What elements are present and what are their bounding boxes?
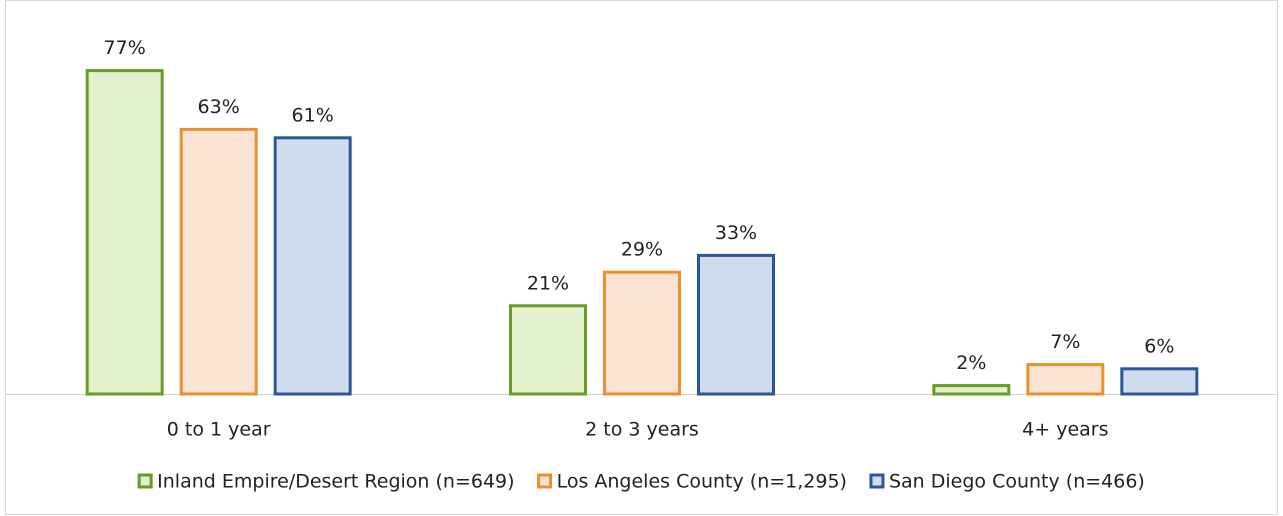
data-label: 21% [527,272,569,294]
data-label: 29% [621,239,663,261]
data-label: 2% [956,352,986,374]
legend-swatch [869,473,885,489]
bar [509,304,587,396]
bar [697,253,775,396]
bar [1026,363,1105,396]
bar [1120,367,1199,396]
data-label: 6% [1144,335,1174,357]
data-label: 7% [1050,331,1080,353]
bar [179,127,258,396]
x-tick-label: 2 to 3 years [585,419,699,441]
legend-swatch [537,473,553,489]
x-tick-label: 0 to 1 year [167,419,271,441]
legend-label: Los Angeles County (n=1,295) [557,471,847,493]
legend-label: San Diego County (n=466) [889,471,1145,493]
bar [932,384,1011,396]
data-label: 63% [198,96,240,118]
bar [603,270,681,396]
data-label: 33% [715,222,757,244]
legend-label: Inland Empire/Desert Region (n=649) [157,471,514,493]
x-tick-label: 4+ years [1022,419,1108,441]
data-label: 77% [104,37,146,59]
bar [85,69,164,396]
bar [273,136,352,396]
legend-swatch [137,473,153,489]
data-label: 61% [292,104,334,126]
